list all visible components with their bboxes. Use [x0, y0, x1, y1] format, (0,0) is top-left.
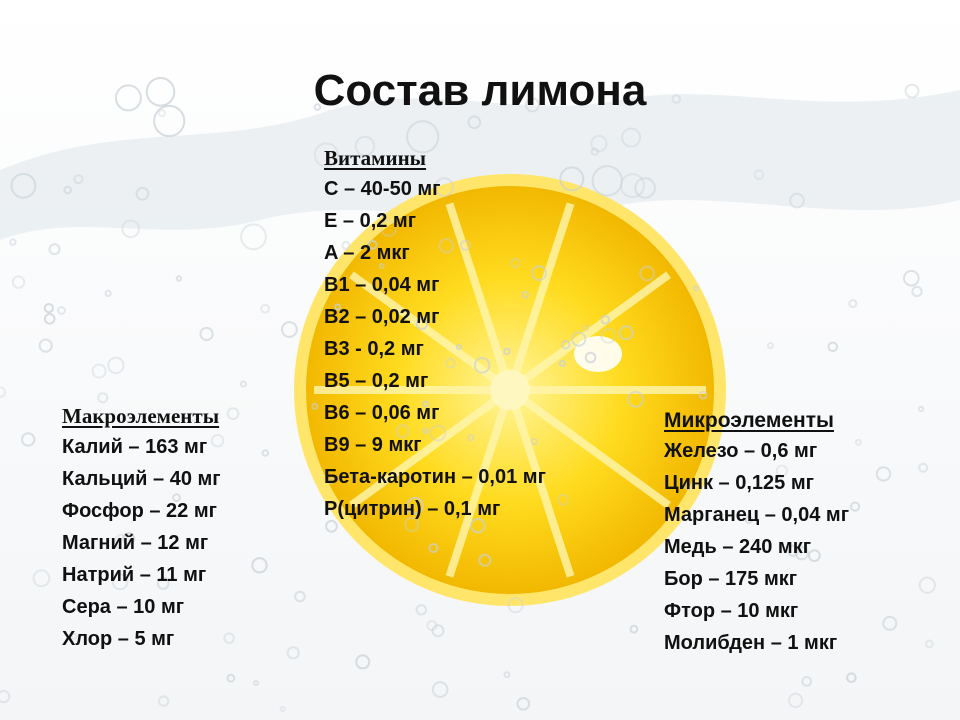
list-item: Бор – 175 мкг	[664, 568, 798, 590]
list-item: Магний – 12 мг	[62, 532, 209, 554]
list-item: Калий – 163 мг	[62, 436, 208, 458]
list-item: Натрий – 11 мг	[62, 564, 207, 586]
list-item: B6 – 0,06 мг	[324, 402, 440, 424]
vitamins-heading: Витамины	[324, 146, 427, 170]
list-item: B2 – 0,02 мг	[324, 306, 440, 328]
list-item: Хлор – 5 мг	[62, 628, 175, 650]
macro-elements-block: Макроэлементы Калий – 163 мг Кальций – 4…	[62, 404, 221, 655]
vitamins-block: Витамины C – 40-50 мг E – 0,2 мг A – 2 м…	[324, 146, 546, 525]
list-item: Марганец – 0,04 мг	[664, 504, 850, 526]
list-item: Бета-каротин – 0,01 мг	[324, 466, 546, 488]
micro-elements-block: Микроэлементы Железо – 0,6 мг Цинк – 0,1…	[664, 409, 849, 659]
list-item: B3 - 0,2 мг	[324, 338, 424, 360]
list-item: Цинк – 0,125 мг	[664, 472, 814, 494]
list-item: B1 – 0,04 мг	[324, 274, 440, 296]
list-item: Фтор – 10 мкг	[664, 600, 799, 622]
list-item: Медь – 240 мкг	[664, 536, 812, 558]
list-item: P(цитрин) – 0,1 мг	[324, 498, 501, 520]
list-item: B9 – 9 мкг	[324, 434, 422, 456]
page-title: Состав лимона	[313, 66, 647, 115]
lemon-slice	[294, 174, 726, 606]
list-item: Железо – 0,6 мг	[664, 440, 818, 462]
bubbles	[0, 77, 936, 713]
list-item: Сера – 10 мг	[62, 596, 185, 618]
list-item: B5 – 0,2 мг	[324, 370, 429, 392]
list-item: Фосфор – 22 мг	[62, 500, 217, 522]
macro-heading: Макроэлементы	[62, 404, 220, 428]
list-item: E – 0,2 мг	[324, 210, 417, 232]
micro-heading: Микроэлементы	[664, 409, 834, 432]
list-item: A – 2 мкг	[324, 242, 410, 264]
list-item: Кальций – 40 мг	[62, 468, 221, 490]
list-item: C – 40-50 мг	[324, 178, 441, 200]
list-item: Молибден – 1 мкг	[664, 632, 838, 654]
